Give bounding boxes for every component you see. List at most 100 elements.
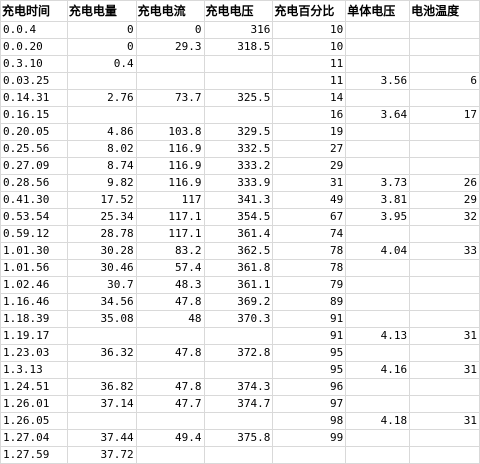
cell-charge-time[interactable]: 1.18.39 bbox=[0, 310, 68, 328]
cell-charge-current[interactable]: 0 bbox=[135, 21, 205, 39]
cell-charge-voltage[interactable]: 372.8 bbox=[203, 344, 274, 362]
cell-charge-time[interactable]: 1.24.51 bbox=[0, 378, 68, 396]
cell-charge-current[interactable]: 47.8 bbox=[135, 344, 205, 362]
cell-charge-time[interactable]: 0.28.56 bbox=[0, 174, 68, 192]
cell-battery-temp[interactable] bbox=[409, 446, 480, 464]
cell-charge-percent[interactable]: 97 bbox=[272, 395, 347, 413]
cell-charge-percent[interactable]: 16 bbox=[272, 106, 347, 124]
cell-charge-percent[interactable]: 78 bbox=[272, 259, 347, 277]
cell-cell-voltage[interactable] bbox=[345, 21, 411, 39]
cell-charge-energy[interactable] bbox=[66, 327, 137, 345]
cell-charge-voltage[interactable] bbox=[203, 412, 274, 430]
cell-cell-voltage[interactable] bbox=[345, 395, 411, 413]
cell-charge-energy[interactable]: 4.86 bbox=[66, 123, 137, 141]
cell-charge-percent[interactable]: 89 bbox=[272, 293, 347, 311]
cell-charge-energy[interactable]: 30.28 bbox=[66, 242, 137, 260]
cell-battery-temp[interactable] bbox=[409, 378, 480, 396]
header-charge-voltage[interactable]: 充电电压 bbox=[203, 0, 274, 22]
cell-charge-voltage[interactable] bbox=[203, 361, 274, 379]
cell-charge-percent[interactable]: 79 bbox=[272, 276, 347, 294]
cell-charge-current[interactable]: 47.8 bbox=[135, 293, 205, 311]
cell-charge-time[interactable]: 0.0.20 bbox=[0, 38, 68, 56]
cell-charge-current[interactable] bbox=[135, 55, 205, 73]
cell-cell-voltage[interactable] bbox=[345, 293, 411, 311]
cell-charge-voltage[interactable]: 325.5 bbox=[203, 89, 274, 107]
cell-charge-energy[interactable]: 8.02 bbox=[66, 140, 137, 158]
cell-charge-voltage[interactable]: 361.8 bbox=[203, 259, 274, 277]
cell-charge-energy[interactable] bbox=[66, 412, 137, 430]
cell-cell-voltage[interactable] bbox=[345, 140, 411, 158]
cell-charge-time[interactable]: 0.03.25 bbox=[0, 72, 68, 90]
cell-charge-time[interactable]: 1.02.46 bbox=[0, 276, 68, 294]
cell-charge-energy[interactable]: 37.14 bbox=[66, 395, 137, 413]
cell-charge-energy[interactable]: 34.56 bbox=[66, 293, 137, 311]
cell-charge-percent[interactable]: 31 bbox=[272, 174, 347, 192]
cell-charge-current[interactable]: 83.2 bbox=[135, 242, 205, 260]
cell-battery-temp[interactable] bbox=[409, 344, 480, 362]
cell-battery-temp[interactable]: 26 bbox=[409, 174, 480, 192]
cell-cell-voltage[interactable] bbox=[345, 310, 411, 328]
cell-charge-percent[interactable]: 11 bbox=[272, 72, 347, 90]
cell-cell-voltage[interactable]: 3.95 bbox=[345, 208, 411, 226]
cell-battery-temp[interactable] bbox=[409, 55, 480, 73]
cell-charge-time[interactable]: 1.19.17 bbox=[0, 327, 68, 345]
cell-charge-current[interactable]: 48.3 bbox=[135, 276, 205, 294]
cell-charge-energy[interactable]: 28.78 bbox=[66, 225, 137, 243]
cell-charge-voltage[interactable]: 333.9 bbox=[203, 174, 274, 192]
cell-charge-energy[interactable]: 17.52 bbox=[66, 191, 137, 209]
cell-charge-voltage[interactable]: 316 bbox=[203, 21, 274, 39]
cell-charge-time[interactable]: 1.3.13 bbox=[0, 361, 68, 379]
cell-charge-time[interactable]: 0.41.30 bbox=[0, 191, 68, 209]
cell-charge-percent[interactable]: 95 bbox=[272, 344, 347, 362]
cell-charge-percent[interactable]: 10 bbox=[272, 38, 347, 56]
cell-battery-temp[interactable]: 17 bbox=[409, 106, 480, 124]
cell-cell-voltage[interactable]: 4.13 bbox=[345, 327, 411, 345]
header-charge-time[interactable]: 充电时间 bbox=[0, 0, 68, 22]
cell-charge-current[interactable] bbox=[135, 327, 205, 345]
cell-charge-time[interactable]: 1.01.30 bbox=[0, 242, 68, 260]
cell-cell-voltage[interactable]: 3.64 bbox=[345, 106, 411, 124]
cell-charge-time[interactable]: 1.16.46 bbox=[0, 293, 68, 311]
cell-charge-current[interactable]: 73.7 bbox=[135, 89, 205, 107]
cell-charge-voltage[interactable] bbox=[203, 106, 274, 124]
cell-charge-time[interactable]: 1.23.03 bbox=[0, 344, 68, 362]
header-cell-voltage[interactable]: 单体电压 bbox=[345, 0, 411, 22]
header-charge-percent[interactable]: 充电百分比 bbox=[272, 0, 347, 22]
cell-cell-voltage[interactable] bbox=[345, 38, 411, 56]
cell-charge-current[interactable]: 49.4 bbox=[135, 429, 205, 447]
cell-charge-voltage[interactable]: 362.5 bbox=[203, 242, 274, 260]
cell-battery-temp[interactable] bbox=[409, 259, 480, 277]
cell-battery-temp[interactable] bbox=[409, 293, 480, 311]
cell-charge-percent[interactable]: 91 bbox=[272, 327, 347, 345]
cell-charge-percent[interactable]: 95 bbox=[272, 361, 347, 379]
cell-charge-time[interactable]: 1.26.05 bbox=[0, 412, 68, 430]
cell-charge-time[interactable]: 0.25.56 bbox=[0, 140, 68, 158]
cell-cell-voltage[interactable]: 3.56 bbox=[345, 72, 411, 90]
cell-charge-energy[interactable]: 2.76 bbox=[66, 89, 137, 107]
cell-cell-voltage[interactable] bbox=[345, 344, 411, 362]
cell-charge-percent[interactable]: 11 bbox=[272, 55, 347, 73]
cell-charge-percent[interactable]: 49 bbox=[272, 191, 347, 209]
cell-battery-temp[interactable] bbox=[409, 21, 480, 39]
cell-charge-energy[interactable]: 37.44 bbox=[66, 429, 137, 447]
cell-charge-voltage[interactable]: 354.5 bbox=[203, 208, 274, 226]
cell-cell-voltage[interactable]: 4.18 bbox=[345, 412, 411, 430]
cell-charge-energy[interactable]: 36.82 bbox=[66, 378, 137, 396]
cell-charge-current[interactable] bbox=[135, 446, 205, 464]
cell-charge-time[interactable]: 0.14.31 bbox=[0, 89, 68, 107]
cell-battery-temp[interactable] bbox=[409, 123, 480, 141]
cell-charge-time[interactable]: 0.3.10 bbox=[0, 55, 68, 73]
cell-cell-voltage[interactable]: 4.04 bbox=[345, 242, 411, 260]
cell-charge-voltage[interactable]: 374.7 bbox=[203, 395, 274, 413]
cell-charge-percent[interactable]: 78 bbox=[272, 242, 347, 260]
cell-charge-percent[interactable]: 14 bbox=[272, 89, 347, 107]
cell-battery-temp[interactable]: 33 bbox=[409, 242, 480, 260]
cell-battery-temp[interactable] bbox=[409, 225, 480, 243]
cell-battery-temp[interactable]: 31 bbox=[409, 327, 480, 345]
cell-charge-time[interactable]: 1.27.59 bbox=[0, 446, 68, 464]
cell-charge-current[interactable] bbox=[135, 412, 205, 430]
cell-charge-energy[interactable]: 25.34 bbox=[66, 208, 137, 226]
cell-charge-voltage[interactable]: 333.2 bbox=[203, 157, 274, 175]
cell-cell-voltage[interactable] bbox=[345, 429, 411, 447]
cell-charge-energy[interactable]: 0 bbox=[66, 38, 137, 56]
